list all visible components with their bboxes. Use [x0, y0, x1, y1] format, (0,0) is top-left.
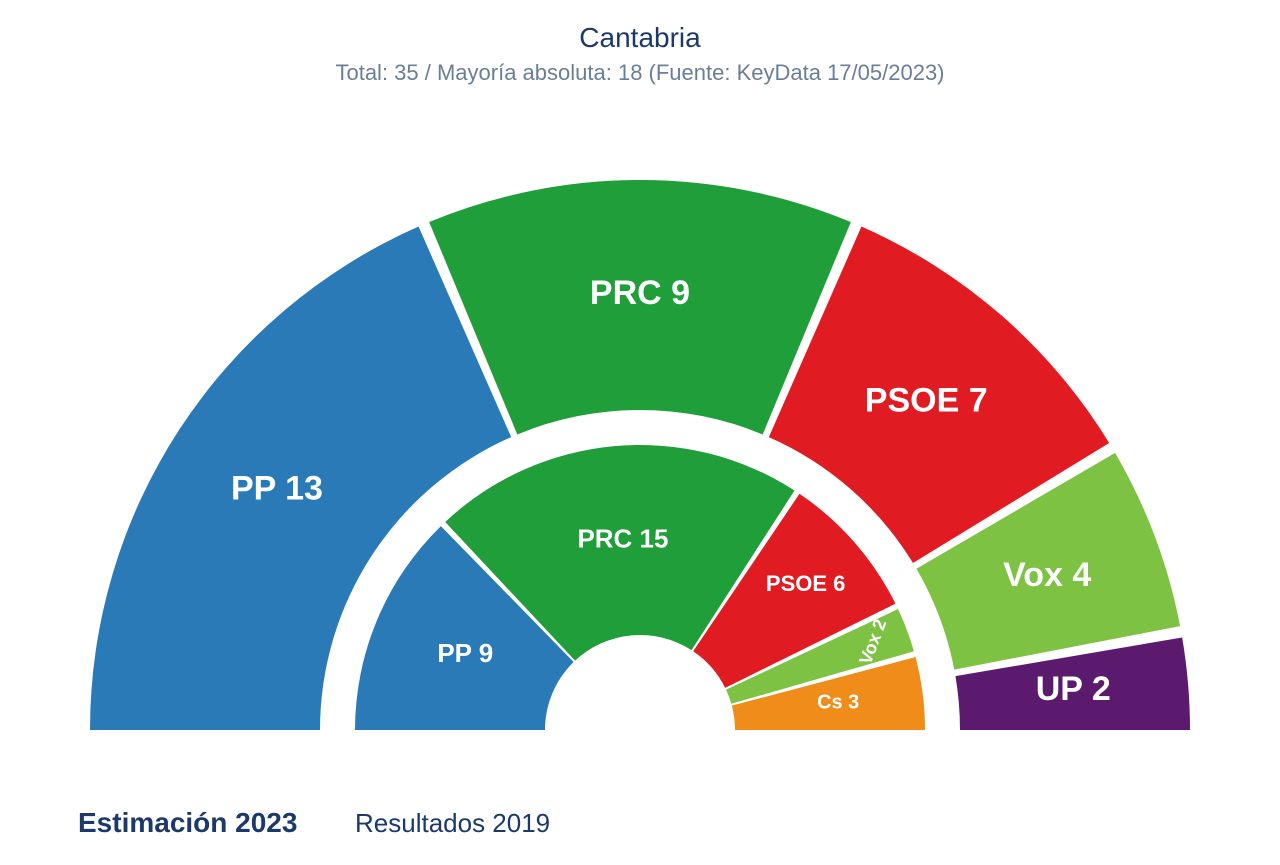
caption-outer: Estimación 2023 [78, 807, 297, 839]
outer-label-vox: Vox 4 [1003, 556, 1091, 594]
outer-label-prc: PRC 9 [590, 274, 690, 312]
chart-title: Cantabria [0, 22, 1280, 54]
inner-label-prc: PRC 15 [577, 524, 668, 554]
outer-label-up: UP 2 [1036, 670, 1111, 708]
outer-label-psoe: PSOE 7 [865, 381, 988, 419]
chart-subtitle: Total: 35 / Mayoría absoluta: 18 (Fuente… [0, 60, 1280, 86]
inner-label-psoe: PSOE 6 [766, 571, 845, 596]
chart-container: Cantabria Total: 35 / Mayoría absoluta: … [0, 0, 1280, 865]
inner-label-cs: Cs 3 [817, 691, 859, 713]
caption-inner: Resultados 2019 [355, 808, 550, 839]
outer-label-pp: PP 13 [231, 469, 323, 507]
inner-label-pp: PP 9 [437, 638, 493, 668]
parliament-chart: PP 13 PRC 9 PSOE 7 Vox 4 UP 2 PP 9 PRC 15 PSOE … [70, 140, 1210, 780]
